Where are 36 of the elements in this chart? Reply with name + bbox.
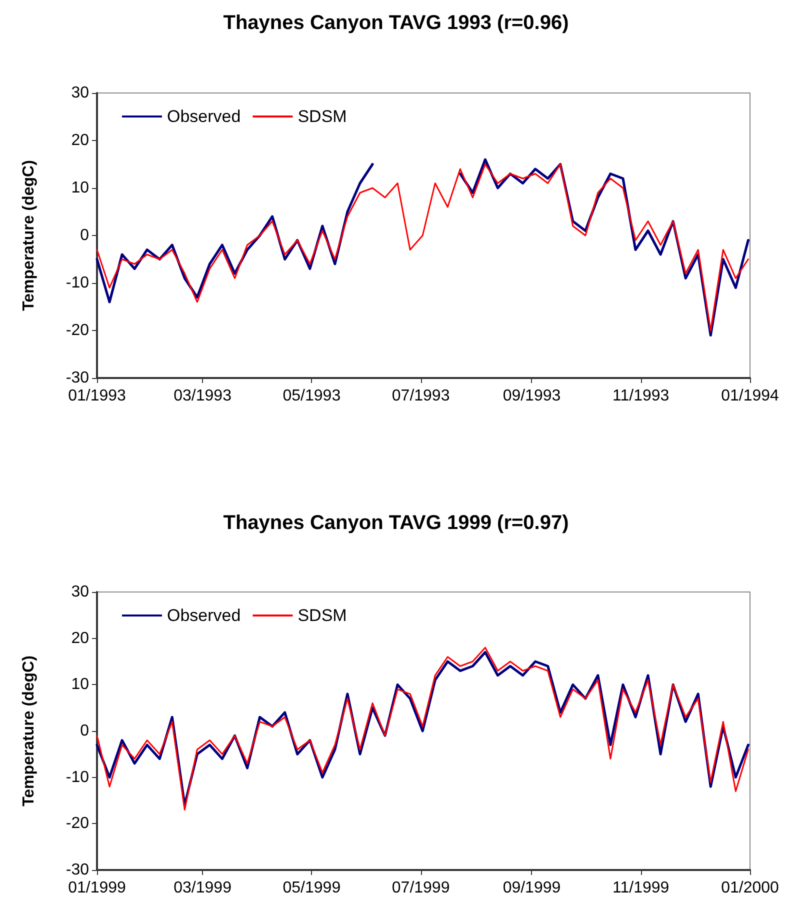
y-tick-label: 10	[71, 180, 90, 196]
x-tick-label: 01/1999	[68, 880, 126, 896]
x-tick-label: 11/1999	[612, 880, 670, 896]
x-tick-label: 01/2000	[721, 880, 780, 896]
legend-label: Observed	[167, 606, 241, 625]
x-tick-label: 03/1999	[174, 880, 232, 896]
y-axis-title: Temperature (degC)	[20, 160, 38, 311]
x-tick-label: 05/1993	[282, 388, 341, 404]
x-tick-label: 09/1999	[502, 880, 561, 896]
y-tick-label: -20	[66, 322, 90, 339]
y-tick-label: -20	[66, 815, 90, 832]
y-tick-label: -30	[66, 370, 90, 386]
y-tick-label: 0	[80, 722, 90, 740]
x-tick-label: 11/1993	[612, 388, 670, 404]
y-tick-label: -10	[66, 274, 90, 292]
y-tick-label: 20	[71, 630, 90, 647]
y-tick-label: -30	[66, 862, 90, 878]
x-tick-label: 01/1994	[721, 388, 780, 404]
y-tick-label: -10	[66, 768, 90, 786]
y-tick-label: 20	[71, 132, 90, 149]
x-tick-label: 09/1993	[502, 388, 561, 404]
y-axis-title: Temperature (degC)	[20, 656, 38, 806]
x-tick-label: 07/1999	[392, 880, 450, 896]
y-tick-label: 0	[80, 227, 90, 244]
legend-label: SDSM	[298, 107, 347, 126]
chart-title: Thaynes Canyon TAVG 1993 (r=0.96)	[223, 12, 569, 34]
y-tick-label: 30	[71, 584, 90, 600]
x-tick-label: 01/1993	[68, 388, 126, 404]
legend-label: Observed	[167, 107, 241, 126]
x-tick-label: 03/1993	[174, 388, 232, 404]
y-tick-label: 10	[71, 676, 90, 694]
chart-title: Thaynes Canyon TAVG 1999 (r=0.97)	[223, 512, 569, 534]
x-tick-label: 07/1993	[392, 388, 450, 404]
y-tick-label: 30	[71, 84, 90, 102]
x-tick-label: 05/1999	[282, 880, 341, 896]
legend-label: SDSM	[298, 606, 347, 625]
